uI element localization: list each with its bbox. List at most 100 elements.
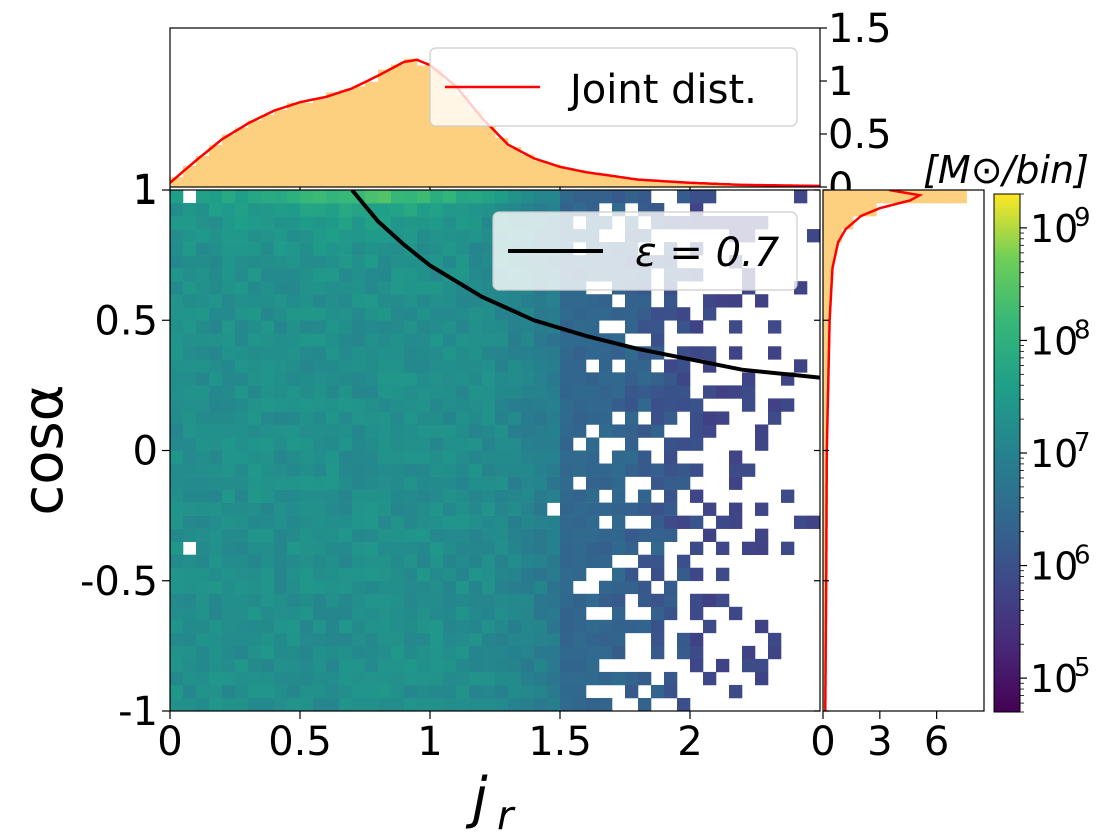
heatmap-cell xyxy=(573,398,587,412)
heatmap-cell xyxy=(352,203,366,217)
heatmap-cell xyxy=(339,229,353,243)
heatmap-cell xyxy=(365,541,379,555)
heatmap-cell xyxy=(300,307,314,321)
top-hist-bar xyxy=(612,176,626,187)
heatmap-cell xyxy=(508,372,522,386)
heatmap-cell xyxy=(209,242,223,256)
heatmap-cell xyxy=(625,190,639,204)
heatmap-cell xyxy=(313,216,327,230)
heatmap-cell xyxy=(196,671,210,686)
heatmap-cell xyxy=(547,554,561,569)
heatmap-cell xyxy=(547,645,561,660)
heatmap-cell xyxy=(313,411,327,425)
heatmap-cell xyxy=(170,671,184,686)
heatmap-cell xyxy=(261,463,275,477)
heatmap-cell xyxy=(209,359,223,373)
top-hist-bar xyxy=(222,134,236,187)
heatmap-cell xyxy=(482,203,496,217)
top-hist-bar xyxy=(534,160,548,187)
heatmap-cell xyxy=(456,528,470,542)
heatmap-cell xyxy=(196,203,210,217)
heatmap-cell xyxy=(469,450,483,464)
heatmap-cell xyxy=(287,281,301,295)
heatmap-cell xyxy=(417,333,431,347)
heatmap-cell xyxy=(482,606,496,621)
heatmap-cell xyxy=(274,320,288,334)
heatmap-cell xyxy=(508,619,522,634)
heatmap-cell xyxy=(183,216,197,230)
heatmap-cell xyxy=(534,385,548,399)
heatmap-cell xyxy=(573,307,587,321)
heatmap-cell xyxy=(482,307,496,321)
heatmap-cell xyxy=(365,268,379,282)
heatmap-cell xyxy=(534,632,548,647)
heatmap-cell xyxy=(248,554,262,569)
heatmap-cell xyxy=(183,593,197,608)
heatmap-cell xyxy=(534,333,548,347)
heatmap-cell xyxy=(209,320,223,334)
heatmap-cell xyxy=(560,450,574,464)
heatmap-cell xyxy=(235,424,249,438)
heatmap-cell xyxy=(300,294,314,308)
heatmap-cell xyxy=(287,619,301,634)
heatmap-cell xyxy=(430,320,444,334)
right-hist-bar xyxy=(823,242,837,256)
heatmap-cell xyxy=(391,346,405,360)
heatmap-cell xyxy=(729,684,743,699)
heatmap-cell xyxy=(404,697,418,711)
heatmap-cell xyxy=(352,216,366,230)
heatmap-cell xyxy=(482,385,496,399)
heatmap-cell xyxy=(664,593,678,608)
heatmap-cell xyxy=(599,398,613,412)
heatmap-cell xyxy=(521,450,535,464)
heatmap-cell xyxy=(443,541,457,555)
heatmap-cell xyxy=(183,372,197,386)
heatmap-cell xyxy=(313,567,327,582)
heatmap-cell xyxy=(287,372,301,386)
heatmap-cell xyxy=(404,684,418,699)
heatmap-cell xyxy=(326,502,340,516)
heatmap-cell xyxy=(625,502,639,516)
heatmap-cell xyxy=(417,528,431,542)
heatmap-cell xyxy=(638,359,652,373)
heatmap-cell xyxy=(469,515,483,529)
heatmap-cell xyxy=(443,606,457,621)
heatmap-cell xyxy=(638,294,652,308)
heatmap-cell xyxy=(469,658,483,673)
heatmap-cell xyxy=(534,567,548,582)
heatmap-cell xyxy=(222,450,236,464)
heatmap-cell xyxy=(209,528,223,542)
heatmap-cell xyxy=(352,320,366,334)
heatmap-cell xyxy=(560,359,574,373)
heatmap-cell xyxy=(547,333,561,347)
heatmap-cell xyxy=(768,320,782,334)
heatmap-cell xyxy=(430,645,444,660)
heatmap-cell xyxy=(651,320,665,334)
heatmap-cell xyxy=(378,697,392,711)
heatmap-cell xyxy=(508,450,522,464)
heatmap-cell xyxy=(495,632,509,647)
heatmap-cell xyxy=(339,268,353,282)
heatmap-cell xyxy=(391,554,405,569)
top-hist-bar xyxy=(196,155,210,187)
heatmap-cell xyxy=(729,606,743,621)
right-hist-bar xyxy=(823,190,967,204)
top-hist-bar xyxy=(625,178,639,187)
heatmap-cell xyxy=(495,346,509,360)
right-hist-bar xyxy=(823,476,827,490)
heatmap-cell xyxy=(573,372,587,386)
heatmap-cell xyxy=(495,307,509,321)
heatmap-cell xyxy=(378,632,392,647)
heatmap-cell xyxy=(313,268,327,282)
heatmap-cell xyxy=(690,437,704,451)
y-tick-label: 0.5 xyxy=(94,298,158,344)
heatmap-cell xyxy=(677,437,691,451)
heatmap-cell xyxy=(391,398,405,412)
heatmap-cell xyxy=(222,567,236,582)
heatmap-cell xyxy=(183,671,197,686)
heatmap-cell xyxy=(183,463,197,477)
heatmap-cell xyxy=(495,502,509,516)
heatmap-cell xyxy=(703,424,717,438)
heatmap-cell xyxy=(274,541,288,555)
heatmap-cell xyxy=(599,359,613,373)
